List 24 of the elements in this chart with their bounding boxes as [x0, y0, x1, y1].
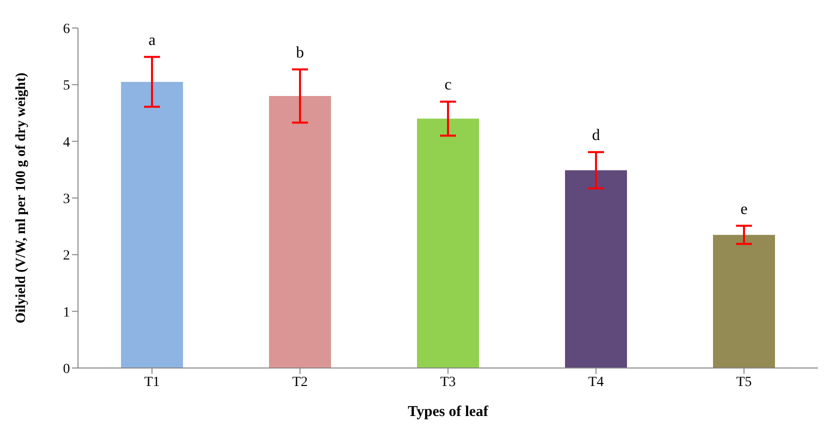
bar [269, 96, 331, 368]
y-tick-label: 4 [63, 135, 70, 150]
bar [417, 118, 479, 368]
y-tick-label: 5 [63, 78, 70, 94]
bar [121, 82, 183, 368]
bar [565, 170, 627, 368]
y-tick-label: 1 [63, 305, 70, 320]
x-tick-label: T5 [736, 374, 752, 390]
annotation: d [592, 127, 600, 144]
x-axis-title: Types of leaf [408, 404, 490, 420]
x-tick-label: T2 [292, 374, 308, 390]
annotation: c [444, 76, 452, 94]
bar [713, 234, 775, 368]
annotation: a [148, 32, 156, 49]
y-tick-label: 0 [63, 362, 70, 377]
y-axis-title: Oilyield (V/W, ml per 100 g of dry weight) [14, 72, 29, 324]
x-tick-label: T1 [144, 374, 160, 390]
y-tick-label: 6 [63, 22, 70, 37]
y-tick-label: 3 [63, 192, 70, 207]
annotation: e [740, 200, 748, 218]
x-tick-label: T4 [588, 374, 604, 390]
x-tick-label: T3 [440, 374, 456, 390]
y-tick-label: 2 [63, 248, 70, 264]
annotation: b [296, 44, 304, 62]
